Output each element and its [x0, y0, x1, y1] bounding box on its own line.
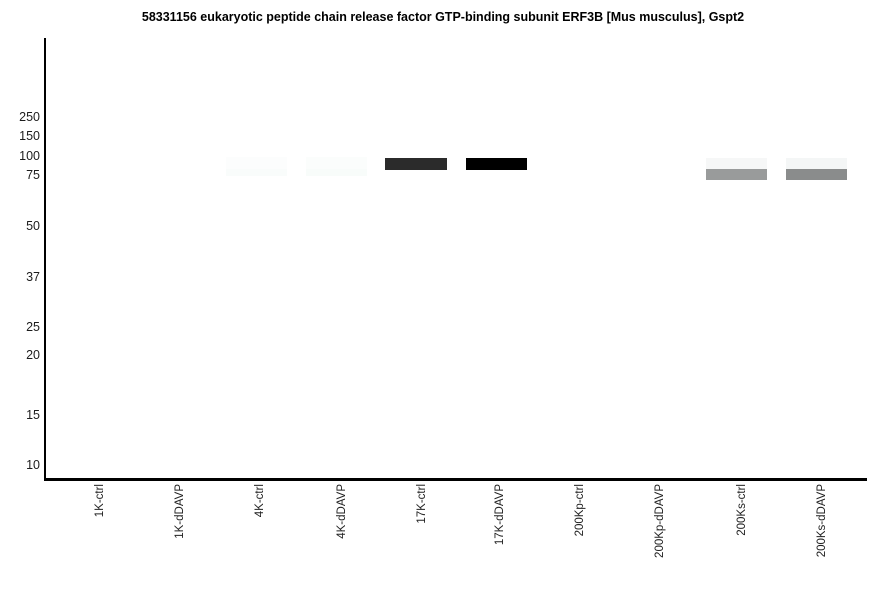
y-tick-label: 75 [26, 168, 40, 182]
y-tick-label: 15 [26, 408, 40, 422]
lane-label: 17K-ctrl [416, 484, 428, 524]
y-axis-line [44, 38, 46, 481]
lane-label: 4K-ctrl [254, 484, 266, 518]
x-axis-line [44, 478, 867, 481]
blot-band [466, 158, 527, 170]
lane-label: 17K-dDAVP [494, 484, 506, 546]
blot-band [226, 169, 287, 176]
lane-label: 200Ks-dDAVP [816, 484, 828, 558]
lane-label: 200Kp-dDAVP [654, 484, 666, 558]
blot-band [706, 158, 767, 169]
blot-band [786, 158, 847, 169]
chart-title: 58331156 eukaryotic peptide chain releas… [141, 10, 745, 24]
blot-band [706, 169, 767, 180]
y-tick-label: 250 [19, 110, 40, 124]
blot-band [385, 158, 447, 170]
y-tick-label: 150 [19, 129, 40, 143]
y-tick-label: 20 [26, 348, 40, 362]
lane-label: 1K-dDAVP [174, 484, 186, 539]
y-tick-label: 25 [26, 320, 40, 334]
y-tick-label: 10 [26, 458, 40, 472]
blot-band [306, 157, 367, 169]
blot-band [786, 169, 847, 180]
lane-label: 4K-dDAVP [336, 484, 348, 539]
lane-label: 200Ks-ctrl [736, 484, 748, 536]
y-tick-label: 100 [19, 149, 40, 163]
lane-label: 1K-ctrl [94, 484, 106, 518]
y-tick-label: 37 [26, 270, 40, 284]
y-tick-label: 50 [26, 219, 40, 233]
blot-band [226, 157, 287, 169]
lane-label: 200Kp-ctrl [574, 484, 586, 537]
blot-band [306, 169, 367, 176]
